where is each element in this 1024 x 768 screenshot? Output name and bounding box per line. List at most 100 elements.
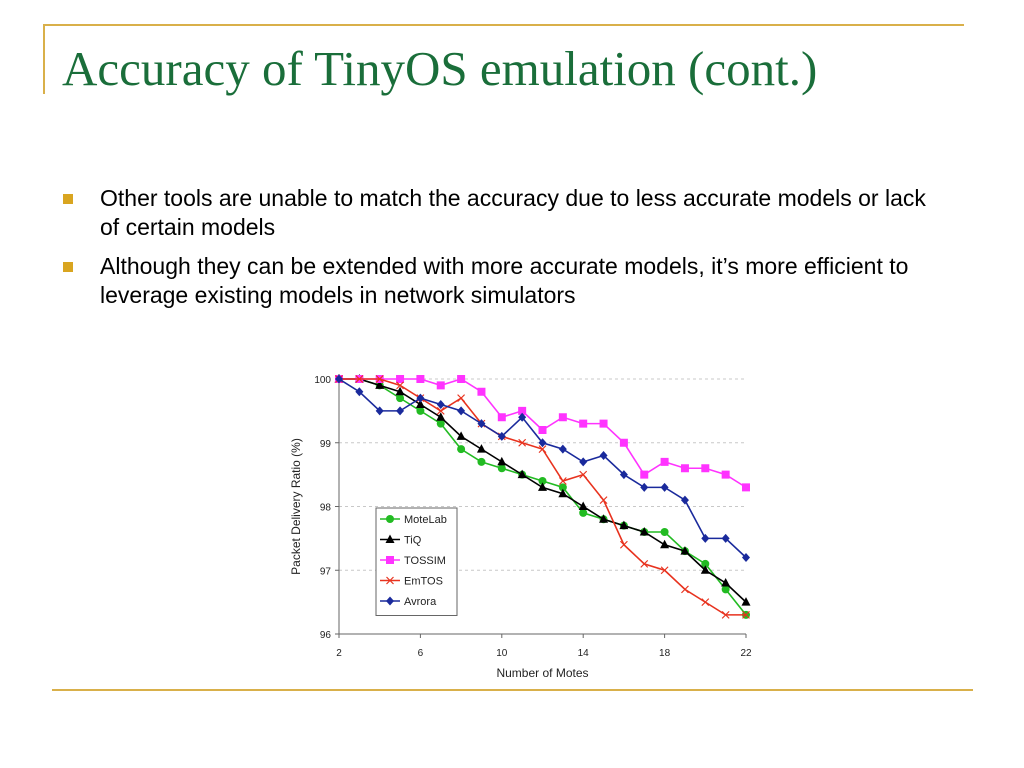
- x-tick-label: 22: [740, 648, 752, 659]
- x-tick-label: 18: [659, 648, 671, 659]
- data-point: [477, 419, 486, 429]
- data-point: [396, 394, 405, 403]
- data-point: [386, 596, 394, 606]
- data-point: [396, 375, 405, 383]
- data-point: [639, 527, 649, 536]
- data-point: [660, 539, 670, 549]
- data-point: [558, 488, 568, 498]
- x-tick-label: 14: [578, 648, 590, 659]
- data-point: [558, 483, 567, 492]
- data-point: [579, 508, 588, 517]
- data-point: [355, 387, 364, 397]
- data-point: [375, 406, 384, 416]
- data-point: [385, 534, 395, 543]
- data-point: [518, 412, 527, 422]
- data-point: [701, 533, 710, 543]
- data-point: [335, 374, 343, 384]
- data-point: [721, 533, 730, 543]
- data-point: [700, 565, 710, 574]
- data-point: [701, 598, 710, 607]
- data-point: [660, 566, 669, 575]
- bullet-text: Other tools are unable to match the accu…: [100, 185, 926, 240]
- packet-delivery-chart: 96 97 98 99 100 2 6 10 14 18 22 MoteLab TiQ TOSSIM Em…: [289, 374, 752, 680]
- data-point: [457, 406, 466, 416]
- data-point: [416, 406, 425, 415]
- bullet-text: Although they can be extended with more …: [100, 253, 909, 308]
- data-point: [558, 413, 567, 422]
- data-point: [518, 438, 527, 447]
- data-point: [640, 470, 649, 479]
- data-point: [436, 412, 446, 421]
- data-point: [477, 387, 486, 396]
- chart-axes: [335, 374, 747, 638]
- data-point: [436, 406, 445, 415]
- data-point: [701, 559, 710, 568]
- y-tick-label: 99: [320, 439, 332, 450]
- data-point: [538, 426, 547, 434]
- y-tick-label: 98: [320, 503, 332, 514]
- data-point: [640, 559, 649, 568]
- bullet-square-icon: [63, 262, 73, 272]
- legend-label: EmTOS: [404, 576, 443, 588]
- data-point: [721, 578, 731, 587]
- data-point: [742, 553, 750, 562]
- data-point: [640, 482, 649, 492]
- bullet-list: Other tools are unable to match the accu…: [62, 184, 942, 320]
- data-point: [660, 482, 669, 492]
- bullet-item: Although they can be extended with more …: [62, 252, 942, 310]
- data-point: [721, 585, 730, 594]
- data-point: [476, 444, 486, 453]
- data-point: [681, 585, 689, 594]
- data-point: [518, 406, 527, 415]
- data-point: [396, 381, 404, 390]
- legend-item: EmTOS: [380, 576, 443, 588]
- data-point: [599, 514, 609, 523]
- data-point: [396, 406, 405, 416]
- bullet-item: Other tools are unable to match the accu…: [62, 184, 942, 242]
- data-point: [497, 456, 507, 466]
- legend-label: Avrora: [404, 596, 437, 608]
- data-point: [599, 496, 608, 505]
- data-point: [497, 464, 506, 473]
- frame-bottom-rule: [52, 689, 973, 691]
- data-point: [416, 393, 425, 403]
- data-point: [386, 576, 394, 585]
- data-point: [660, 528, 669, 536]
- data-point: [436, 400, 445, 409]
- data-point: [457, 394, 466, 403]
- legend-item: Avrora: [380, 596, 437, 608]
- data-point: [701, 464, 710, 473]
- data-point: [386, 556, 394, 564]
- data-point: [457, 375, 466, 383]
- data-point: [517, 469, 527, 479]
- data-point: [538, 438, 547, 448]
- bullet-square-icon: [63, 194, 73, 204]
- legend-item: TiQ: [380, 534, 422, 547]
- x-axis-label: Number of Motes: [496, 666, 588, 680]
- data-point: [538, 482, 547, 491]
- chart-series: [334, 374, 751, 619]
- data-point: [680, 495, 689, 505]
- data-point: [599, 451, 608, 460]
- data-point: [456, 431, 466, 440]
- legend-label: TOSSIM: [404, 555, 446, 567]
- data-point: [721, 610, 730, 619]
- data-point: [579, 457, 588, 467]
- data-point: [619, 438, 628, 447]
- y-axis-label: Packet Delivery Ratio (%): [289, 438, 303, 575]
- data-point: [436, 419, 445, 428]
- data-point: [741, 597, 751, 606]
- data-point: [415, 399, 425, 408]
- data-point: [497, 431, 506, 441]
- data-point: [579, 470, 588, 479]
- data-point: [579, 419, 588, 428]
- legend-label: MoteLab: [404, 514, 447, 526]
- y-tick-label: 97: [320, 566, 332, 577]
- x-tick-label: 2: [336, 648, 342, 659]
- x-tick-label: 10: [496, 648, 508, 659]
- data-point: [558, 444, 567, 454]
- data-point: [619, 520, 629, 530]
- data-point: [395, 386, 405, 396]
- data-point: [558, 477, 567, 485]
- chart-tick-labels: 96 97 98 99 100 2 6 10 14 18 22: [314, 375, 752, 659]
